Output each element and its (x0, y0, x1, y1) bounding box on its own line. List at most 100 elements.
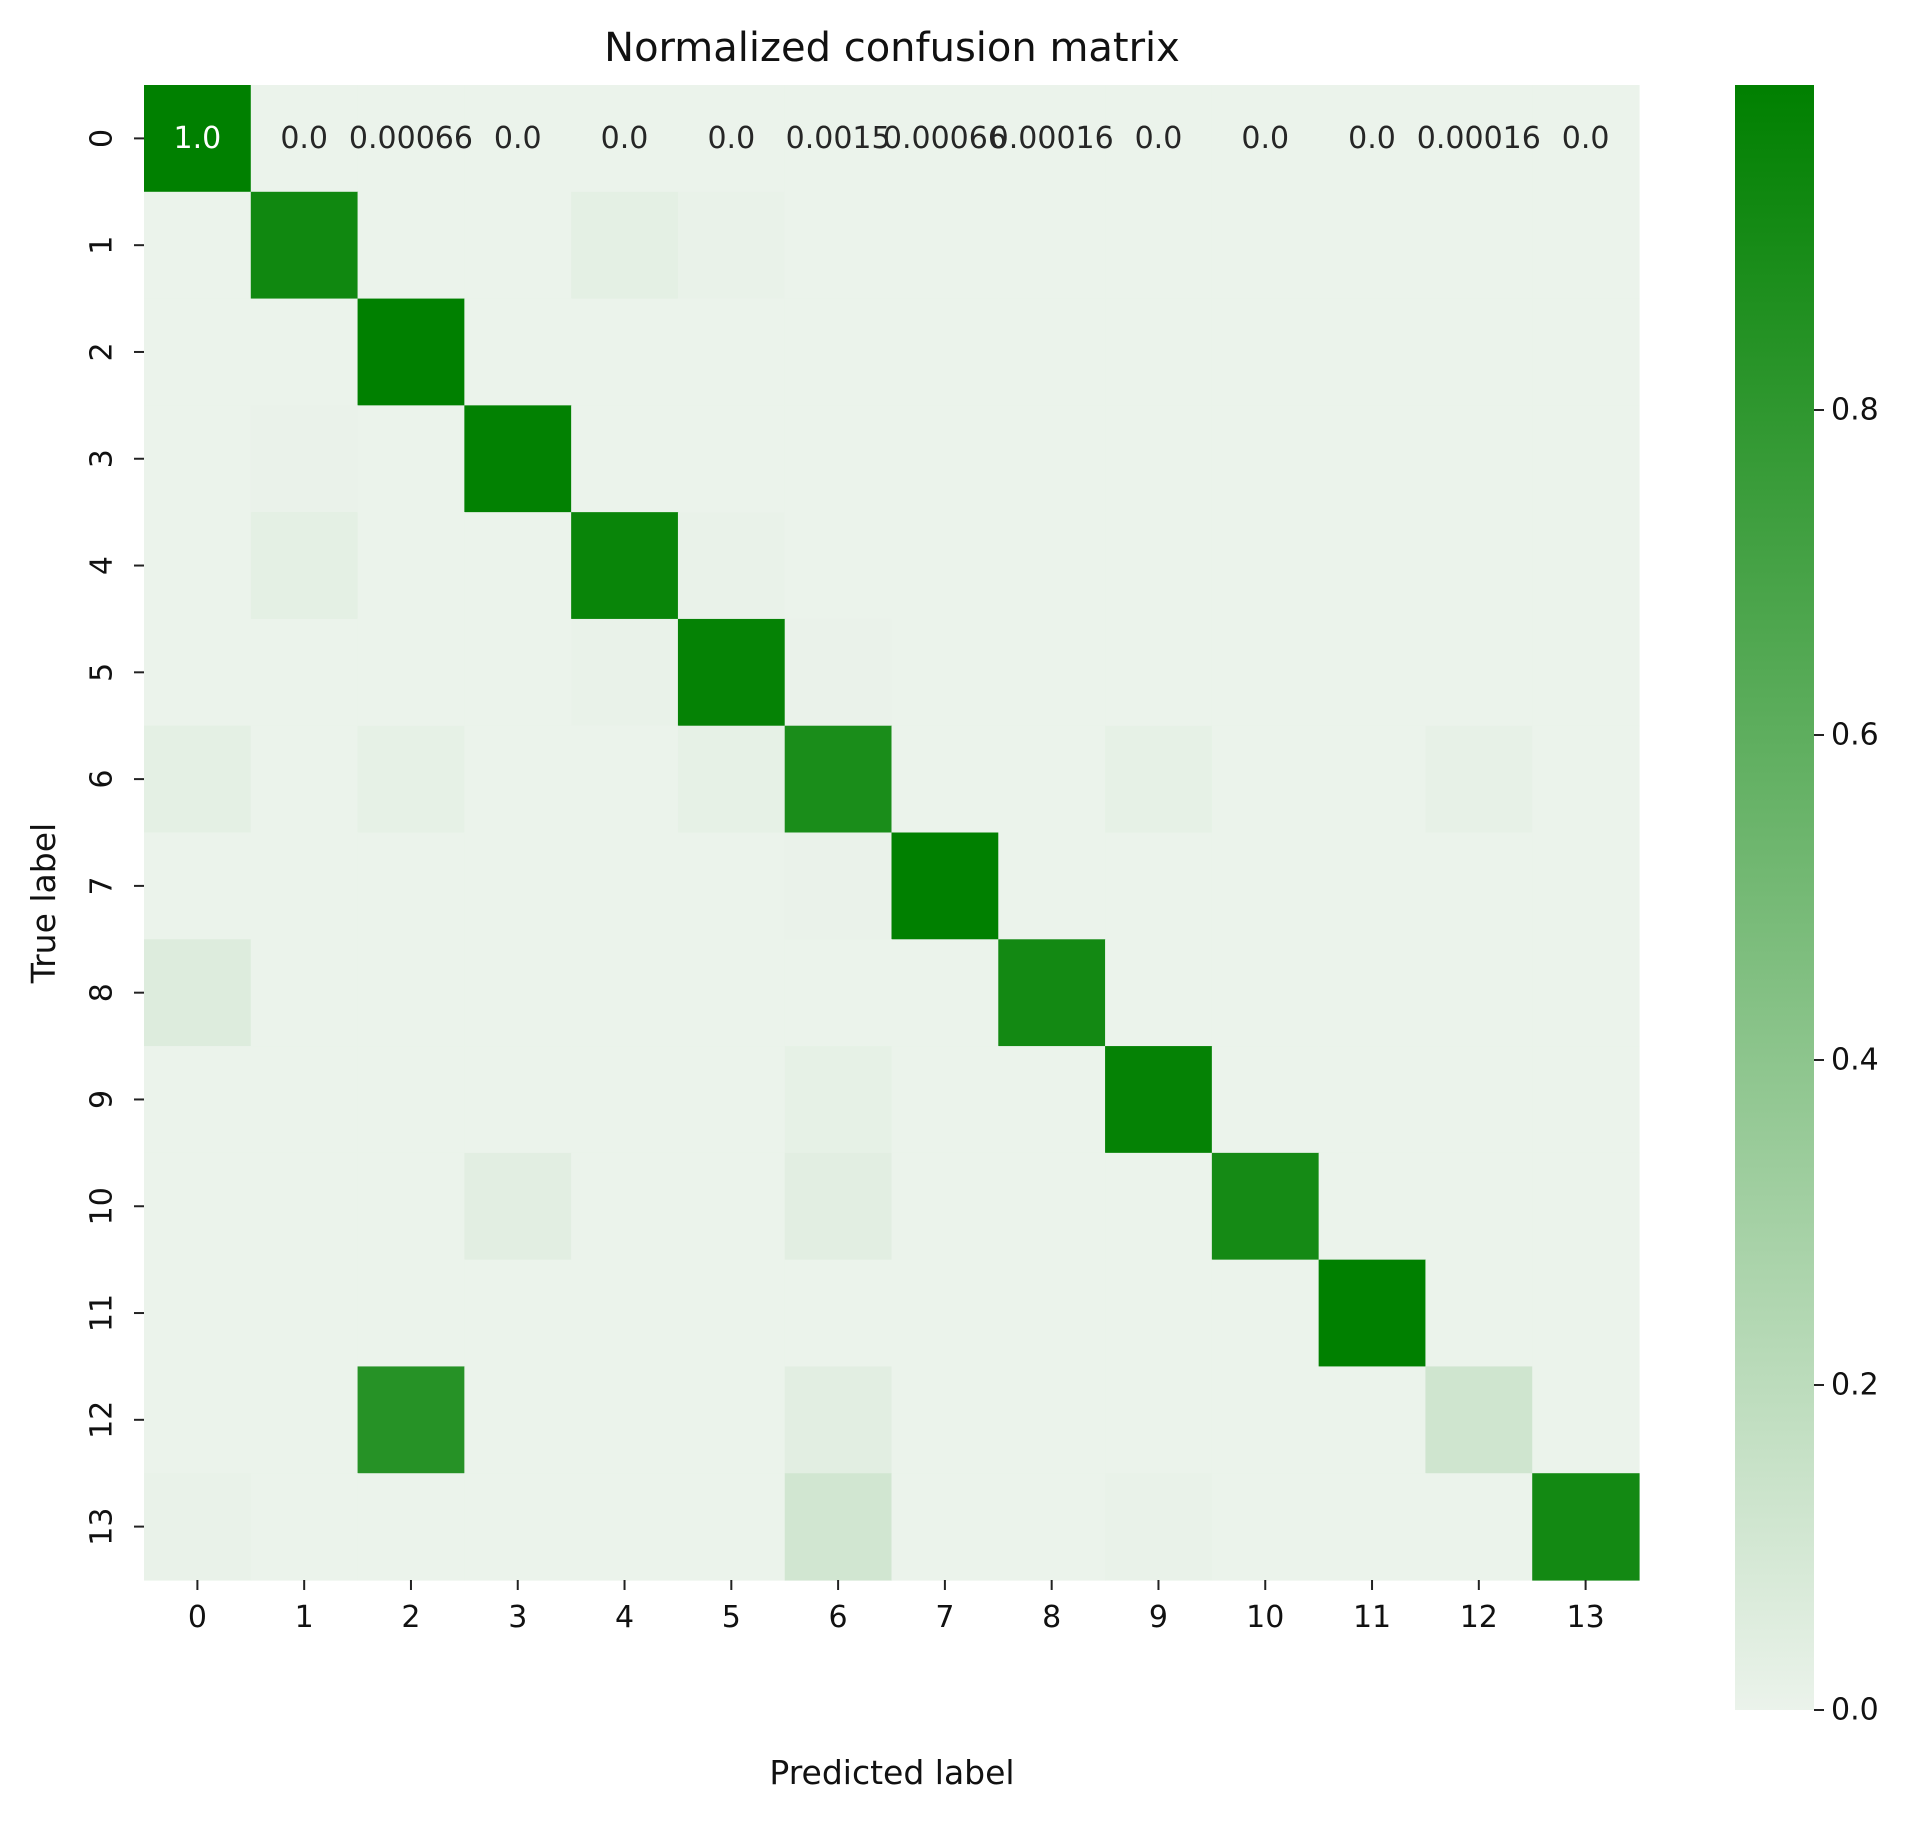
x-axis-ticks: 0 1 2 3 4 5 6 7 8 9 10 11 12 13 (188, 1580, 1605, 1635)
heatmap-cell-r1-c9 (1105, 191, 1213, 300)
heatmap-cell-r3-c7 (891, 405, 999, 513)
heatmap-cell-r12-c6 (784, 1366, 893, 1474)
heatmap-cell-r3-c4 (571, 405, 679, 513)
heatmap-cell-r1-c13 (1532, 191, 1640, 300)
heatmap-cell-r8-c5 (677, 939, 786, 1047)
heatmap-cell-r3-c1 (250, 405, 359, 513)
heatmap-cell-r13-c1 (250, 1473, 359, 1581)
heatmap-cell-r5-c9 (1105, 618, 1213, 727)
heatmap-cell-r10-c0 (144, 1152, 252, 1261)
y-tick-label-3: 3 (85, 449, 120, 468)
heatmap-cell-r12-c2 (357, 1366, 465, 1474)
heatmap-cell-r2-c0 (144, 298, 252, 406)
heatmap-cell-r10-c3 (464, 1152, 572, 1261)
heatmap-cell-r0-c3 (464, 85, 572, 193)
heatmap-cell-r1-c10 (1211, 191, 1320, 300)
x-axis-label: Predicted label (769, 1753, 1014, 1792)
heatmap-cell-r9-c3 (464, 1046, 572, 1154)
heatmap-cell-r1-c12 (1425, 191, 1533, 300)
heatmap-cell-r0-c2 (357, 85, 465, 193)
heatmap-cell-r9-c10 (1211, 1046, 1320, 1154)
heatmap-cell-r7-c13 (1532, 832, 1640, 940)
y-tick-label-7: 7 (85, 876, 120, 895)
heatmap-cell-r1-c8 (998, 191, 1106, 300)
heatmap-cell-r7-c1 (250, 832, 359, 940)
heatmap-cell-r13-c11 (1318, 1473, 1427, 1581)
heatmap-cell-r8-c7 (891, 939, 999, 1047)
heatmap-cell-r8-c6 (784, 939, 893, 1047)
heatmap-cell-r4-c13 (1532, 512, 1640, 620)
cell-annotation-r0-c3: 0.0 (494, 121, 542, 156)
heatmap-cell-r2-c8 (998, 298, 1106, 406)
heatmap-cell-r1-c11 (1318, 191, 1427, 300)
heatmap-cell-r2-c9 (1105, 298, 1213, 406)
heatmap-cell-r7-c6 (784, 832, 893, 940)
colorbar-tick-label-0: 0.0 (1831, 1693, 1879, 1728)
x-tick-label-3: 3 (508, 1600, 527, 1635)
heatmap-cell-r0-c1 (250, 85, 359, 193)
y-axis-label: True label (24, 823, 63, 984)
heatmap-cell-r6-c3 (464, 725, 572, 834)
heatmap-cell-r8-c8 (998, 939, 1106, 1047)
y-tick-label-10: 10 (85, 1187, 120, 1225)
heatmap-cell-r1-c6 (784, 191, 893, 300)
heatmap-cell-r10-c1 (250, 1152, 359, 1261)
heatmap-cell-r7-c10 (1211, 832, 1320, 940)
heatmap-cell-r2-c12 (1425, 298, 1533, 406)
cell-annotation-r0-c10: 0.0 (1241, 121, 1289, 156)
heatmap-cell-r6-c7 (891, 725, 999, 834)
colorbar-tick-label-1: 0.2 (1831, 1368, 1879, 1403)
heatmap-cell-r11-c7 (891, 1259, 999, 1368)
heatmap-cell-r0-c10 (1211, 85, 1320, 193)
heatmap-cell-r5-c13 (1532, 618, 1640, 727)
heatmap-cell-r11-c1 (250, 1259, 359, 1368)
heatmap-cell-r1-c4 (571, 191, 679, 300)
heatmap-cell-r2-c3 (464, 298, 572, 406)
heatmap-cell-r4-c8 (998, 512, 1106, 620)
heatmap-cell-r1-c0 (144, 191, 252, 300)
heatmap-cell-r13-c4 (571, 1473, 679, 1581)
heatmap-cell-r2-c5 (677, 298, 786, 406)
heatmap-cell-r13-c0 (144, 1473, 252, 1581)
heatmap-cell-r8-c11 (1318, 939, 1427, 1047)
heatmap-cell-r8-c9 (1105, 939, 1213, 1047)
cell-annotation-r0-c5: 0.0 (707, 121, 755, 156)
heatmap-cell-r0-c8 (998, 85, 1106, 193)
colorbar-tick-label-3: 0.6 (1831, 718, 1879, 753)
heatmap-cells (144, 85, 1640, 1581)
heatmap-cell-r5-c11 (1318, 618, 1427, 727)
heatmap-cell-r11-c4 (571, 1259, 679, 1368)
heatmap-cell-r13-c9 (1105, 1473, 1213, 1581)
heatmap-cell-r6-c10 (1211, 725, 1320, 834)
heatmap-cell-r1-c7 (891, 191, 999, 300)
heatmap-cell-r11-c8 (998, 1259, 1106, 1368)
heatmap-cell-r8-c2 (357, 939, 465, 1047)
y-tick-label-2: 2 (85, 342, 120, 361)
cell-annotation-r0-c9: 0.0 (1135, 121, 1183, 156)
heatmap-cell-r7-c7 (891, 832, 999, 940)
heatmap-cell-r3-c0 (144, 405, 252, 513)
x-tick-label-5: 5 (722, 1600, 741, 1635)
heatmap-cell-r13-c5 (677, 1473, 786, 1581)
cell-annotations: 1.0 0.0 0.00066 0.0 0.0 0.0 0.00150.000660.000… (174, 121, 1610, 156)
y-tick-label-12: 12 (85, 1401, 120, 1439)
heatmap-cell-r8-c0 (144, 939, 252, 1047)
heatmap-cell-r4-c2 (357, 512, 465, 620)
heatmap-cell-r10-c8 (998, 1152, 1106, 1261)
cell-annotation-r0-c11: 0.0 (1348, 121, 1396, 156)
heatmap-cell-r7-c5 (677, 832, 786, 940)
y-tick-label-6: 6 (85, 770, 120, 789)
y-tick-label-11: 11 (85, 1294, 120, 1332)
heatmap-cell-r11-c0 (144, 1259, 252, 1368)
heatmap-cell-r6-c1 (250, 725, 359, 834)
y-tick-label-13: 13 (85, 1508, 120, 1546)
heatmap-cell-r4-c11 (1318, 512, 1427, 620)
heatmap-cell-r13-c7 (891, 1473, 999, 1581)
heatmap-cell-r9-c7 (891, 1046, 999, 1154)
heatmap-cell-r2-c1 (250, 298, 359, 406)
heatmap-cell-r6-c9 (1105, 725, 1213, 834)
heatmap-cell-r11-c5 (677, 1259, 786, 1368)
heatmap-cell-r12-c1 (250, 1366, 359, 1474)
x-tick-label-9: 9 (1149, 1600, 1168, 1635)
